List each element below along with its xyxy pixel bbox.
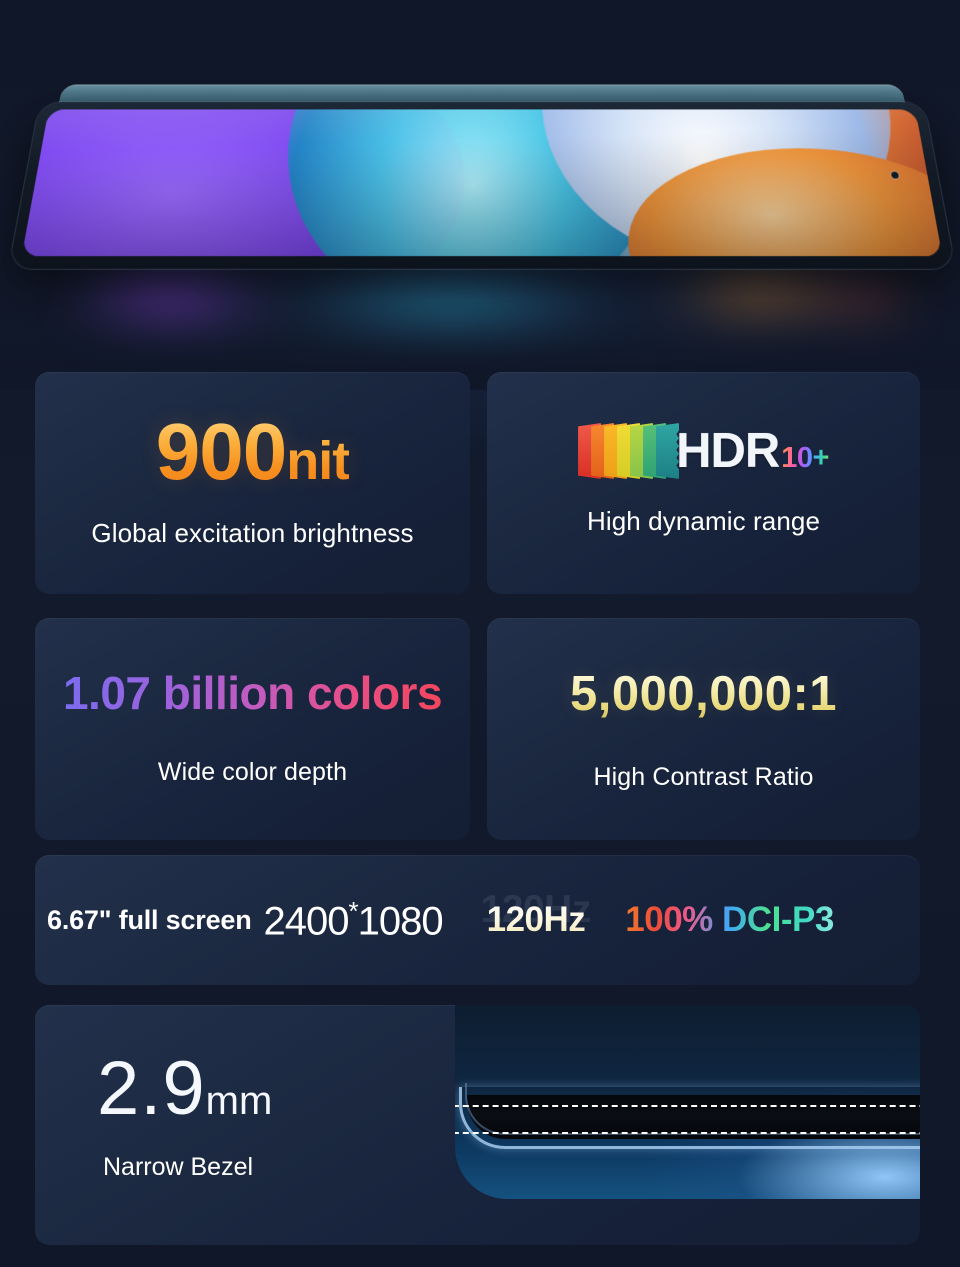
hdr-version-suffix: 10+ bbox=[781, 442, 829, 474]
hdr-caption: High dynamic range bbox=[586, 506, 821, 536]
spec-resolution: 2400*1080 bbox=[263, 895, 444, 944]
feature-card-colors: 1.07 billion colors Wide color depth bbox=[35, 618, 470, 840]
brightness-caption: Global excitation brightness bbox=[91, 518, 414, 548]
feature-card-hdr: HDR 10+ High dynamic range bbox=[487, 372, 920, 594]
spec-refresh-rate: 120Hz bbox=[486, 900, 586, 939]
contrast-caption: High Contrast Ratio bbox=[593, 763, 814, 791]
hero-section bbox=[0, 0, 960, 390]
fan-blade-teal bbox=[656, 423, 680, 479]
feature-card-contrast: 5,000,000:1 High Contrast Ratio bbox=[487, 618, 920, 840]
hdr10plus-logo: HDR 10+ bbox=[578, 420, 829, 482]
spec-screen-size: 6.67" full screen bbox=[47, 904, 252, 935]
spec-gamut-name: DCI-P3 bbox=[722, 900, 834, 939]
phone-screen bbox=[21, 109, 943, 257]
hdr-rainbow-fan-icon bbox=[578, 423, 680, 479]
bezel-value: 2.9 bbox=[97, 1046, 206, 1131]
phone-corner-bezel bbox=[467, 1095, 920, 1139]
bezel-text-block: 2.9mm Narrow Bezel bbox=[97, 1051, 272, 1182]
bezel-caption: Narrow Bezel bbox=[103, 1153, 254, 1181]
spec-resolution-width: 2400 bbox=[263, 899, 350, 944]
bezel-metric: 2.9mm bbox=[97, 1051, 272, 1127]
colors-metric: 1.07 billion colors bbox=[62, 667, 443, 719]
spec-gamut-percent: 100% bbox=[625, 900, 713, 939]
colors-caption: Wide color depth bbox=[157, 758, 348, 786]
phone-corner-rim-outer bbox=[459, 1087, 920, 1149]
spec-resolution-separator: * bbox=[348, 895, 359, 926]
brightness-value: 900 bbox=[155, 407, 287, 496]
phone-frame bbox=[8, 102, 956, 269]
spec-color-gamut: 100% DCI-P3 bbox=[625, 900, 834, 940]
brightness-unit: nit bbox=[286, 431, 350, 491]
screen-sheen bbox=[21, 109, 943, 257]
phone-corner-macro-icon bbox=[455, 1005, 920, 1245]
bezel-unit: mm bbox=[205, 1079, 273, 1123]
dashed-measure-line-icon-bottom bbox=[455, 1132, 920, 1134]
contrast-metric: 5,000,000:1 bbox=[569, 667, 838, 721]
hdr-wordmark: HDR bbox=[676, 424, 780, 478]
feature-card-bezel: 2.9mm Narrow Bezel bbox=[35, 1005, 920, 1245]
spec-refresh-rate-group: 120Hz 120Hz bbox=[481, 888, 592, 940]
brightness-metric: 900nit bbox=[156, 412, 350, 492]
hero-phone-image bbox=[8, 62, 956, 277]
spec-summary-bar: 6.67" full screen 2400*1080 120Hz 120Hz … bbox=[35, 855, 920, 985]
spec-refresh-rate-ghost: 120Hz bbox=[481, 888, 592, 932]
spec-resolution-height: 1080 bbox=[357, 899, 444, 944]
feature-card-brightness: 900nit Global excitation brightness bbox=[35, 372, 470, 594]
dashed-measure-line-icon-top bbox=[455, 1105, 920, 1107]
